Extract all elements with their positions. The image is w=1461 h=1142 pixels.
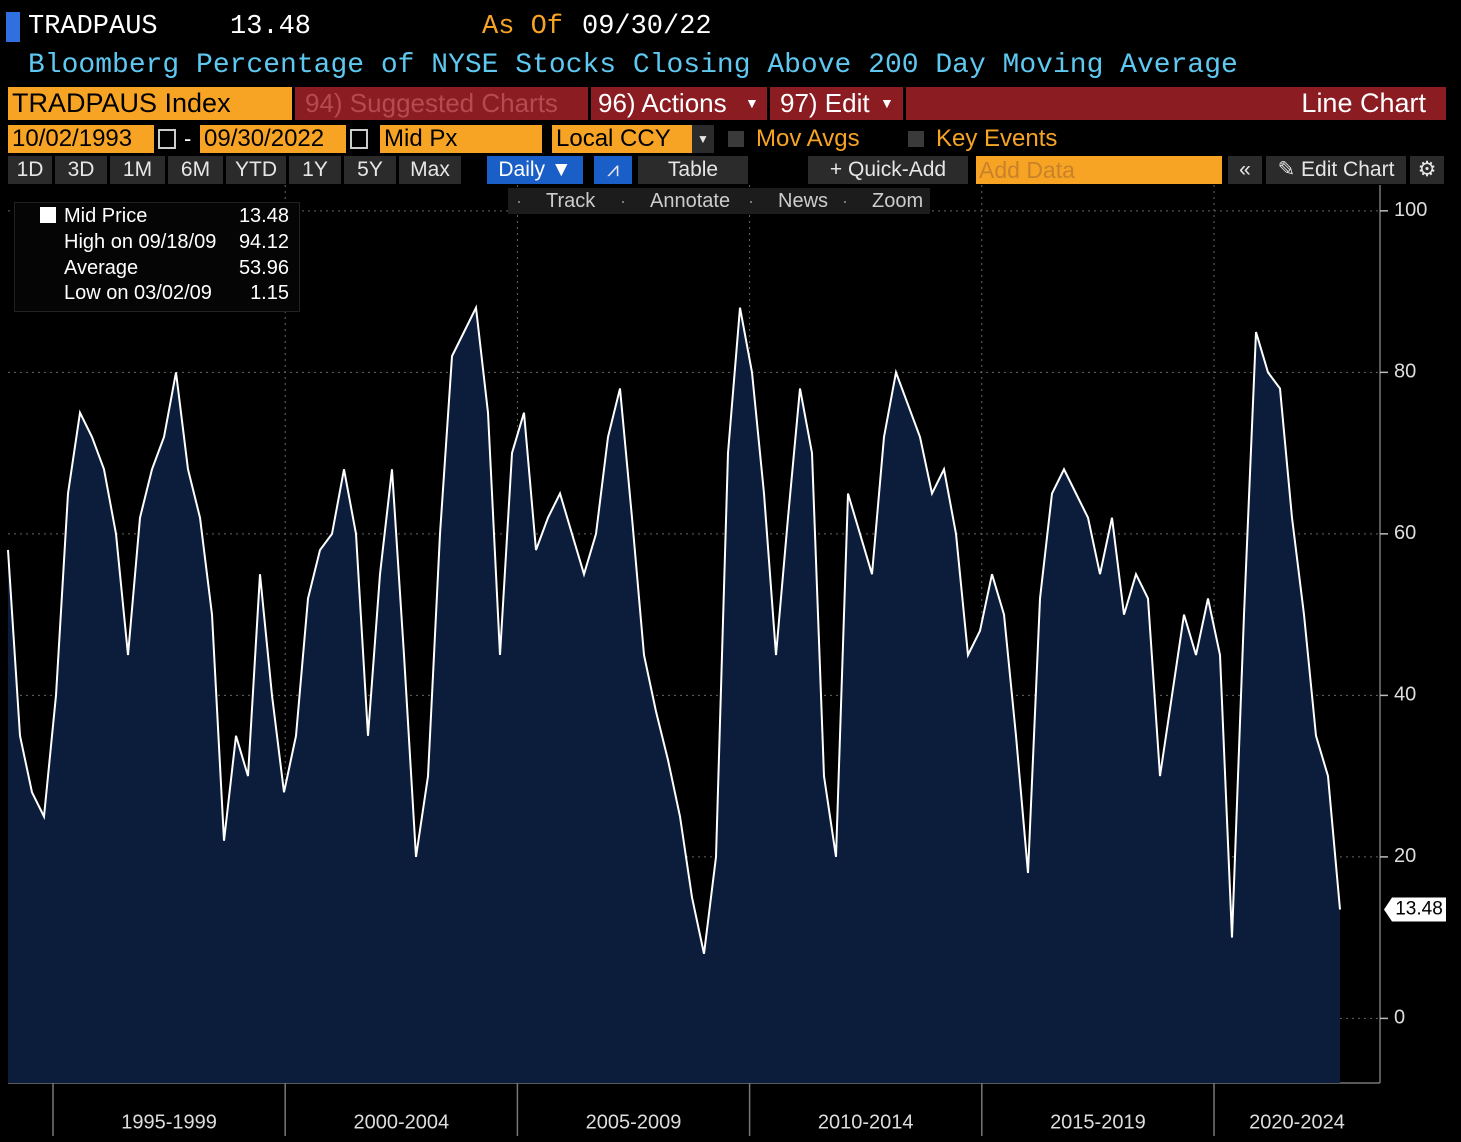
last-value-label: 13.48 — [1395, 899, 1443, 920]
legend-stat-label: Low on 03/02/09 — [64, 282, 212, 304]
legend-swatch — [40, 207, 56, 223]
chart-tool-icon: · — [842, 191, 848, 211]
actions-arrow: ▼ — [745, 95, 759, 111]
security-box[interactable]: TRADPAUS Index — [8, 87, 292, 120]
legend-stat-value: 94.12 — [238, 231, 289, 253]
calendar-icon[interactable] — [350, 129, 368, 149]
y-tick-label: 0 — [1394, 1007, 1405, 1029]
legend — [14, 202, 300, 312]
frequency-label: Daily — [498, 158, 546, 181]
collapse-button[interactable]: « — [1228, 156, 1262, 184]
x-period-label: 2015-2019 — [1050, 1111, 1146, 1133]
ticker: TRADPAUS — [28, 12, 158, 42]
start-date[interactable]: 10/02/1993 — [8, 125, 154, 153]
period-button[interactable]: 1D — [8, 156, 52, 184]
chart-tool-icon: · — [748, 191, 754, 211]
as-of-date: 09/30/22 — [582, 12, 712, 42]
line — [7, 304, 1341, 955]
edit-chart-label: Edit Chart — [1301, 158, 1395, 181]
chart-tool[interactable]: News — [778, 190, 829, 212]
chart-tool[interactable]: Annotate — [650, 190, 731, 212]
frequency-button[interactable]: Daily ▼ — [487, 156, 583, 184]
period-button[interactable]: 5Y — [344, 156, 396, 184]
as-of-label: As Of — [482, 12, 564, 42]
menu-separator — [903, 87, 906, 120]
edit-arrow: ▼ — [880, 95, 894, 111]
period-button[interactable]: 6M — [168, 156, 223, 184]
legend-stat-label: High on 09/18/09 — [64, 231, 217, 253]
add-data-input[interactable]: Add Data — [976, 156, 1222, 184]
chart-tool-icon: · — [620, 191, 626, 211]
edit-chart-button[interactable]: ✎ Edit Chart — [1266, 156, 1406, 184]
line-icon-button[interactable]: ⩘ — [594, 156, 632, 184]
x-period-label: 2005-2009 — [586, 1111, 682, 1133]
x-period-label: 1995-1999 — [121, 1111, 217, 1133]
price: 13.48 — [230, 12, 312, 42]
chart-tool[interactable]: Track — [546, 190, 596, 212]
chart-tools — [508, 188, 930, 214]
x-period-label: 2010-2014 — [818, 1111, 914, 1133]
legend-series-name: Mid Price — [64, 205, 148, 227]
last-value-tag — [1384, 897, 1446, 922]
description: Bloomberg Percentage of NYSE Stocks Clos… — [28, 50, 1238, 81]
actions-menu[interactable]: 96) Actions — [598, 88, 727, 118]
period-button[interactable]: 1M — [110, 156, 165, 184]
end-date[interactable]: 09/30/2022 — [200, 125, 346, 153]
chart-tool[interactable]: Zoom — [872, 190, 924, 212]
table-button[interactable]: Table — [638, 156, 748, 184]
mov-avgs[interactable]: Mov Avgs — [756, 125, 860, 152]
x-period-label: 2000-2004 — [353, 1111, 449, 1133]
menu-bar — [295, 87, 1446, 120]
key-events[interactable]: Key Events — [936, 125, 1058, 152]
legend-series-value: 13.48 — [238, 205, 289, 227]
edit-menu[interactable]: 97) Edit — [780, 88, 870, 118]
header-marker — [6, 12, 20, 42]
legend-stat-value: 53.96 — [238, 256, 289, 279]
currency-dropdown[interactable]: ▼ — [692, 125, 714, 153]
menu-separator — [767, 87, 770, 120]
suggested-charts[interactable]: 94) Suggested Charts — [305, 88, 558, 118]
settings-button[interactable]: ⚙ — [1410, 156, 1444, 184]
period-button[interactable]: 1Y — [289, 156, 341, 184]
period-button[interactable]: Max — [399, 156, 461, 184]
date-separator: - — [184, 126, 192, 151]
period-button[interactable]: 3D — [55, 156, 107, 184]
x-period-label: 2020-2024 — [1249, 1111, 1345, 1133]
area — [8, 307, 1340, 1083]
checkbox[interactable] — [908, 131, 924, 147]
menu-separator — [588, 87, 591, 120]
calendar-icon[interactable] — [158, 129, 176, 149]
legend-stat-label: Average — [64, 256, 139, 279]
checkbox[interactable] — [728, 131, 744, 147]
quick-add-button[interactable]: + Quick-Add — [808, 156, 968, 184]
legend-stat-value: 1.15 — [250, 282, 289, 304]
period-button[interactable]: YTD — [226, 156, 286, 184]
y-tick-label: 40 — [1394, 684, 1416, 706]
y-tick-label: 60 — [1394, 522, 1416, 544]
field-box[interactable]: Mid Px — [380, 125, 542, 153]
currency-box[interactable]: Local CCY — [552, 125, 692, 153]
chart-type[interactable]: Line Chart — [1301, 88, 1426, 118]
y-tick-label: 100 — [1394, 199, 1427, 221]
y-tick-label: 20 — [1394, 845, 1416, 867]
chart-tool-icon: · — [516, 191, 522, 211]
y-tick-label: 80 — [1394, 361, 1416, 383]
